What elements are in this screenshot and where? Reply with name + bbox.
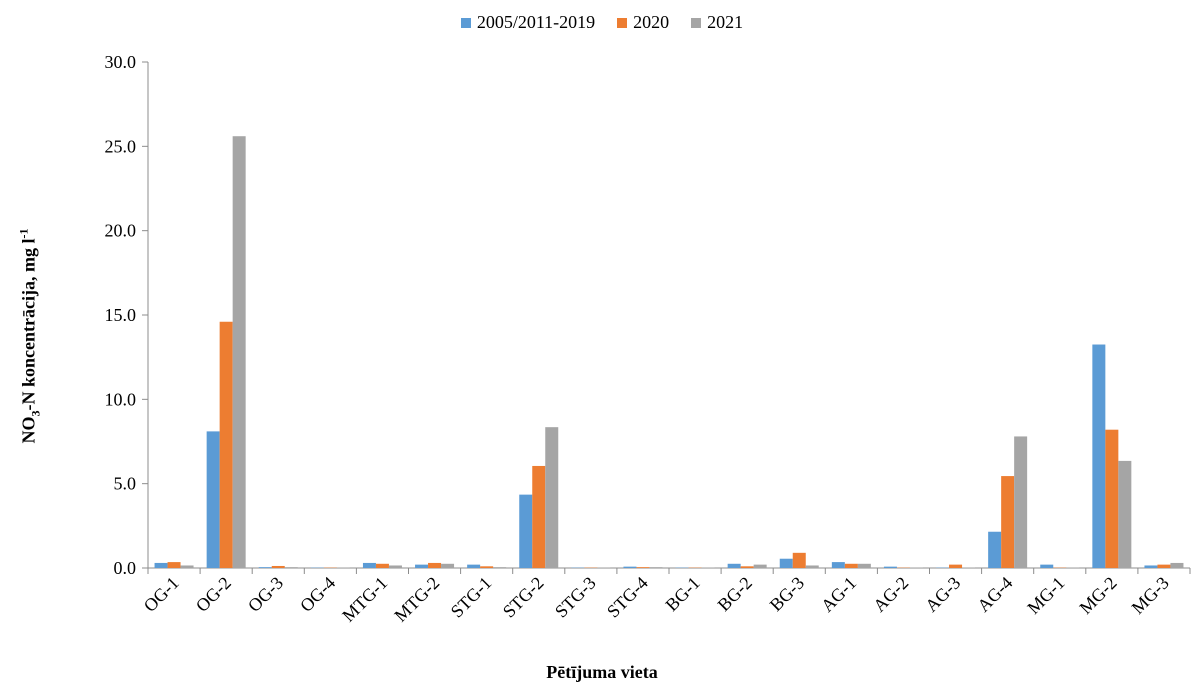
- bar-STG-2-series-2: [532, 465, 546, 568]
- y-tick-label: 25.0: [105, 136, 137, 156]
- bar-MG-3-series-2: [1157, 564, 1171, 568]
- x-tick-label: OG-1: [140, 573, 183, 616]
- bar-STG-4-series-2: [636, 567, 650, 568]
- bar-STG-2-series-1: [519, 494, 533, 568]
- y-tick-label: 15.0: [105, 305, 137, 325]
- legend-item-series-2: 2020: [617, 12, 669, 33]
- bar-BG-2-series-1: [727, 563, 741, 568]
- y-tick-label: 20.0: [105, 221, 137, 241]
- x-tick-label: OG-3: [244, 573, 287, 616]
- bar-OG-3-series-2: [271, 565, 285, 568]
- bar-STG-4-series-1: [623, 566, 637, 568]
- bar-BG-2-series-3: [753, 564, 767, 568]
- legend: 2005/2011-2019 2020 2021: [0, 12, 1204, 33]
- bar-MG-2-series-1: [1092, 344, 1106, 568]
- x-tick-label: STG-3: [551, 573, 600, 622]
- bar-BG-2-series-2: [740, 566, 754, 568]
- bar-MG-2-series-2: [1105, 429, 1119, 568]
- bar-OG-2-series-2: [219, 321, 233, 568]
- bar-AG-4-series-1: [988, 531, 1002, 568]
- bar-STG-1-series-2: [480, 566, 494, 568]
- y-tick-label: 0.0: [114, 558, 137, 578]
- x-tick-label: BG-2: [714, 573, 756, 615]
- x-tick-label: AG-3: [921, 573, 964, 616]
- bar-STG-1-series-1: [467, 564, 481, 568]
- x-tick-label: BG-1: [661, 573, 703, 615]
- bar-OG-2-series-1: [206, 431, 220, 568]
- x-tick-label: BG-3: [766, 573, 808, 615]
- y-tick-label: 10.0: [105, 389, 137, 409]
- x-tick-label: OG-2: [192, 573, 235, 616]
- bar-MTG-2-series-3: [441, 563, 455, 568]
- y-tick-label: 5.0: [114, 474, 137, 494]
- bar-BG-3-series-1: [779, 558, 793, 568]
- x-tick-label: STG-1: [447, 573, 496, 622]
- bar-AG-2-series-1: [883, 566, 897, 568]
- bar-MTG-2-series-2: [428, 562, 442, 568]
- bar-OG-3-series-1: [258, 567, 272, 568]
- legend-label-series-1: 2005/2011-2019: [476, 12, 596, 32]
- bar-MTG-1-series-2: [375, 563, 389, 568]
- x-tick-label: MG-3: [1128, 573, 1173, 618]
- bar-BG-3-series-3: [805, 565, 819, 568]
- legend-label-series-2: 2020: [633, 12, 670, 32]
- x-tick-label: AG-1: [817, 573, 860, 616]
- x-tick-label: AG-2: [869, 573, 912, 616]
- bar-BG-3-series-2: [792, 552, 806, 568]
- bar-MTG-2-series-1: [415, 564, 429, 568]
- x-tick-label: STG-4: [603, 573, 652, 622]
- x-tick-label: OG-4: [296, 573, 339, 616]
- bar-MG-3-series-1: [1144, 565, 1158, 568]
- bar-AG-1-series-3: [857, 563, 871, 568]
- legend-swatch-series-1: [460, 17, 471, 28]
- bar-OG-1-series-1: [154, 562, 168, 568]
- x-tick-label: STG-2: [499, 573, 548, 622]
- bar-OG-3-series-3: [284, 567, 298, 568]
- bar-STG-4-series-3: [649, 567, 663, 568]
- legend-swatch-series-2: [617, 17, 628, 28]
- x-tick-label: MG-2: [1075, 573, 1120, 618]
- legend-swatch-series-3: [691, 17, 702, 28]
- bar-STG-1-series-3: [493, 567, 507, 568]
- legend-label-series-3: 2021: [707, 12, 744, 32]
- bar-OG-2-series-3: [232, 136, 246, 569]
- x-axis-title: Pētījuma vieta: [546, 662, 658, 682]
- bar-MTG-1-series-3: [388, 565, 402, 568]
- y-tick-label: 30.0: [105, 52, 137, 72]
- bar-OG-1-series-2: [167, 562, 181, 568]
- bar-AG-4-series-2: [1001, 476, 1015, 568]
- x-tick-label: AG-4: [973, 573, 1016, 616]
- bar-AG-4-series-3: [1014, 436, 1028, 568]
- bar-MTG-1-series-1: [362, 562, 376, 568]
- bar-OG-1-series-3: [180, 565, 194, 568]
- x-tick-label: MTG-1: [338, 573, 391, 626]
- bar-STG-2-series-3: [545, 427, 559, 568]
- bar-MG-2-series-3: [1118, 460, 1132, 568]
- legend-item-series-1: 2005/2011-2019: [460, 12, 596, 33]
- bar-AG-1-series-2: [844, 563, 858, 568]
- bar-MG-1-series-1: [1040, 564, 1054, 568]
- bar-AG-3-series-2: [949, 564, 963, 568]
- bar-MG-3-series-3: [1170, 562, 1184, 568]
- x-tick-label: MTG-2: [390, 573, 443, 626]
- legend-item-series-3: 2021: [691, 12, 743, 33]
- x-tick-label: MG-1: [1023, 573, 1068, 618]
- bar-AG-1-series-1: [831, 562, 845, 568]
